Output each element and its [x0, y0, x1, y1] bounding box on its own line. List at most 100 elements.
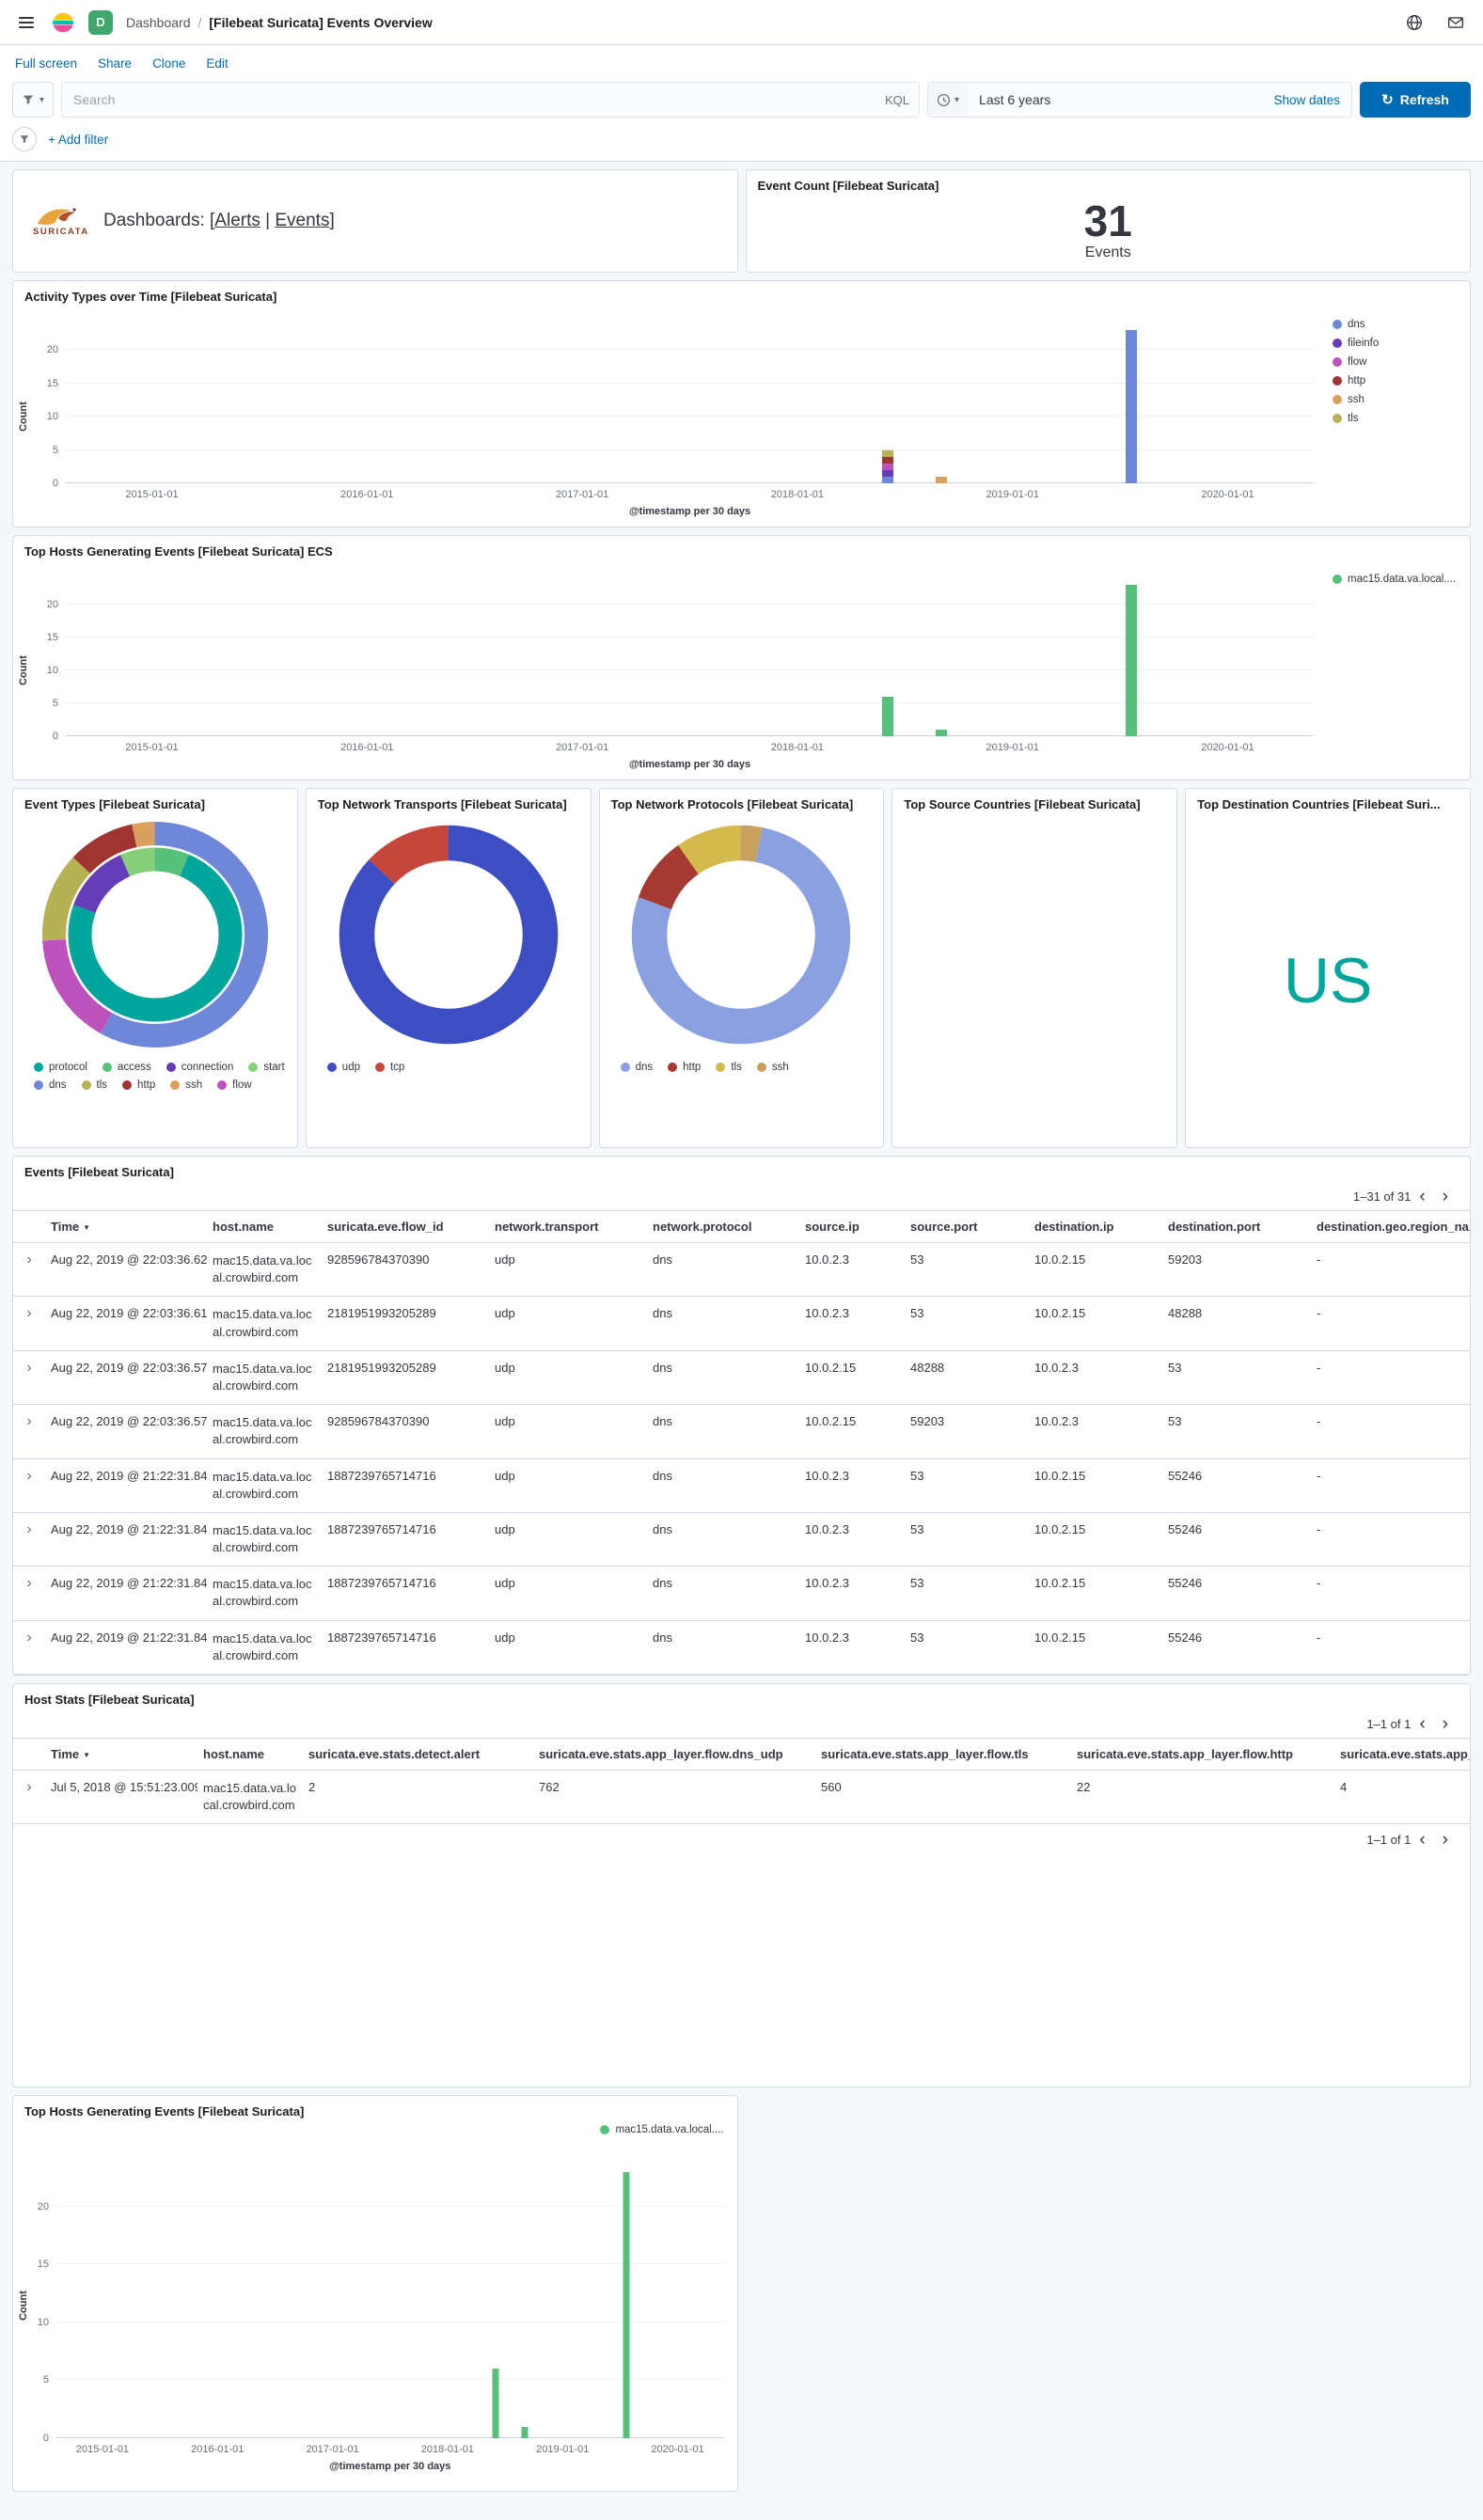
bar-mac15-data-va-local[interactable] [881, 697, 893, 736]
saved-query-menu-button[interactable]: ▾ [12, 82, 55, 118]
donut-segment-protocol[interactable] [68, 847, 243, 1022]
time-quick-select-button[interactable]: ▾ [928, 83, 969, 117]
pagination-previous-button[interactable]: ‹ [1411, 1188, 1433, 1205]
bar-http[interactable] [881, 456, 893, 464]
bar-flow[interactable] [881, 463, 893, 470]
bar-mac15-data-va-local[interactable] [1125, 585, 1137, 736]
column-header-network-protocol[interactable]: network.protocol [647, 1210, 799, 1243]
legend-item-connection[interactable]: connection [166, 1062, 233, 1073]
column-header-destination-ip[interactable]: destination.ip [1029, 1210, 1162, 1243]
expand-row-button[interactable]: › [23, 1630, 35, 1646]
menu-link-full-screen[interactable]: Full screen [15, 56, 78, 71]
column-header-source-ip[interactable]: source.ip [799, 1210, 905, 1243]
bar-mac15-data-va-local[interactable] [521, 2426, 529, 2438]
column-header-destination-port[interactable]: destination.port [1162, 1210, 1311, 1243]
donut-segment-tcp[interactable] [339, 825, 558, 1045]
expand-row-button[interactable]: › [23, 1252, 35, 1268]
expand-row-button[interactable]: › [23, 1360, 35, 1376]
tag-cloud-term[interactable]: US [1283, 944, 1373, 1016]
bar-mac15-data-va-local[interactable] [936, 730, 948, 736]
alerts-dashboard-link[interactable]: Alerts [214, 211, 260, 230]
column-header-destination-geo-region-na[interactable]: destination.geo.region_na... [1311, 1210, 1470, 1243]
help-button[interactable] [1402, 10, 1427, 35]
pagination-next-button[interactable]: › [1434, 1831, 1457, 1849]
space-avatar[interactable]: D [88, 9, 113, 35]
column-header-suricata-eve-stats-app-layer-flow-tls[interactable]: suricata.eve.stats.app_layer.flow.tls [815, 1738, 1071, 1771]
bar-ssh[interactable] [936, 476, 948, 483]
donut-segment-tls[interactable] [41, 822, 268, 1047]
legend-item-tls[interactable]: tls [1333, 413, 1462, 424]
legend-item-protocol[interactable]: protocol [34, 1062, 87, 1073]
legend-item-flow[interactable]: flow [217, 1079, 252, 1091]
column-header-suricata-eve-stats-app-layer-flow-dns-udp[interactable]: suricata.eve.stats.app_layer.flow.dns_ud… [533, 1738, 815, 1771]
filter-options-button[interactable] [12, 127, 37, 151]
menu-link-edit[interactable]: Edit [206, 56, 229, 71]
legend-item-http[interactable]: http [668, 1062, 701, 1073]
pagination-next-button[interactable]: › [1434, 1715, 1457, 1733]
legend-item-tls[interactable]: tls [716, 1062, 742, 1073]
bar-mac15-data-va-local[interactable] [623, 2171, 630, 2438]
column-header-suricata-eve-stats-app-layer-flow-http[interactable]: suricata.eve.stats.app_layer.flow.http [1071, 1738, 1334, 1771]
pagination: 1–1 of 1 ‹ › [13, 1709, 1470, 1738]
show-dates-button[interactable]: Show dates [1262, 93, 1351, 107]
legend-item-access[interactable]: access [102, 1062, 151, 1073]
pagination-previous-button[interactable]: ‹ [1411, 1831, 1433, 1849]
legend-item-tcp[interactable]: tcp [374, 1062, 404, 1073]
column-header-network-transport[interactable]: network.transport [489, 1210, 647, 1243]
menu-link-share[interactable]: Share [98, 56, 133, 71]
legend-item-ssh[interactable]: ssh [756, 1062, 789, 1073]
legend-item-udp[interactable]: udp [326, 1062, 360, 1073]
legend-item-http[interactable]: http [122, 1079, 155, 1091]
menu-button[interactable] [15, 13, 38, 32]
legend-item-mac15-data-va-local[interactable]: mac15.data.va.local.... [600, 2124, 724, 2135]
newsfeed-button[interactable] [1444, 10, 1468, 35]
column-header-source-port[interactable]: source.port [905, 1210, 1029, 1243]
donut-segment-dns[interactable] [41, 822, 268, 1047]
legend-item-http[interactable]: http [1333, 375, 1462, 386]
refresh-button[interactable]: ↻ Refresh [1360, 82, 1471, 118]
breadcrumb-dashboard[interactable]: Dashboard [126, 14, 191, 30]
pagination-previous-button[interactable]: ‹ [1411, 1715, 1433, 1733]
column-header-host-name[interactable]: host.name [197, 1738, 303, 1771]
column-header-suricata-eve-flow-id[interactable]: suricata.eve.flow_id [322, 1210, 489, 1243]
legend-item-ssh[interactable]: ssh [1333, 394, 1462, 405]
bar-dns[interactable] [881, 476, 893, 483]
expand-row-button[interactable]: › [23, 1521, 35, 1537]
expand-row-button[interactable]: › [23, 1576, 35, 1591]
bar-tls[interactable] [881, 449, 893, 457]
add-filter-button[interactable]: + Add filter [48, 132, 109, 147]
bar-fileinfo[interactable] [881, 469, 893, 477]
donut-segment-access[interactable] [68, 847, 243, 1022]
events-dashboard-link[interactable]: Events [275, 211, 330, 230]
legend-item-mac15-data-va-local[interactable]: mac15.data.va.local.... [1333, 574, 1462, 585]
bar-dns[interactable] [1125, 330, 1137, 483]
search-input[interactable] [71, 91, 877, 108]
bar-mac15-data-va-local[interactable] [492, 2369, 499, 2438]
kql-label[interactable]: KQL [884, 92, 909, 107]
column-header-host-name[interactable]: host.name [207, 1210, 322, 1243]
column-header-suricata-eve-stats-detect-alert[interactable]: suricata.eve.stats.detect.alert [303, 1738, 533, 1771]
menu-link-clone[interactable]: Clone [152, 56, 186, 71]
legend-item-dns[interactable]: dns [1333, 319, 1462, 330]
expand-row-button[interactable]: › [23, 1780, 35, 1795]
legend-item-dns[interactable]: dns [34, 1079, 67, 1091]
expand-row-button[interactable]: › [23, 1414, 35, 1429]
pagination-label: 1–31 of 31 [1352, 1189, 1412, 1204]
legend-item-start[interactable]: start [248, 1062, 285, 1073]
time-range-value[interactable]: Last 6 years [979, 92, 1051, 107]
legend-item-tls[interactable]: tls [81, 1079, 107, 1091]
legend-item-ssh[interactable]: ssh [170, 1079, 202, 1091]
expand-row-button[interactable]: › [23, 1468, 35, 1484]
column-header-time[interactable]: Time ▼ [45, 1738, 197, 1771]
donut-segment-dns[interactable] [632, 825, 851, 1045]
pagination-next-button[interactable]: › [1434, 1188, 1457, 1205]
legend-item-flow[interactable]: flow [1333, 356, 1462, 368]
legend-item-dns[interactable]: dns [620, 1062, 653, 1073]
elastic-logo[interactable] [51, 10, 75, 35]
x-axis-tick-label: 2020-01-01 [1201, 489, 1254, 500]
column-header-time[interactable]: Time ▼ [45, 1210, 207, 1243]
legend-item-fileinfo[interactable]: fileinfo [1333, 338, 1462, 349]
donut-segment-tls[interactable] [632, 825, 851, 1045]
expand-row-button[interactable]: › [23, 1306, 35, 1321]
column-header-suricata-eve-stats-app-l[interactable]: suricata.eve.stats.app_l... [1334, 1738, 1470, 1771]
